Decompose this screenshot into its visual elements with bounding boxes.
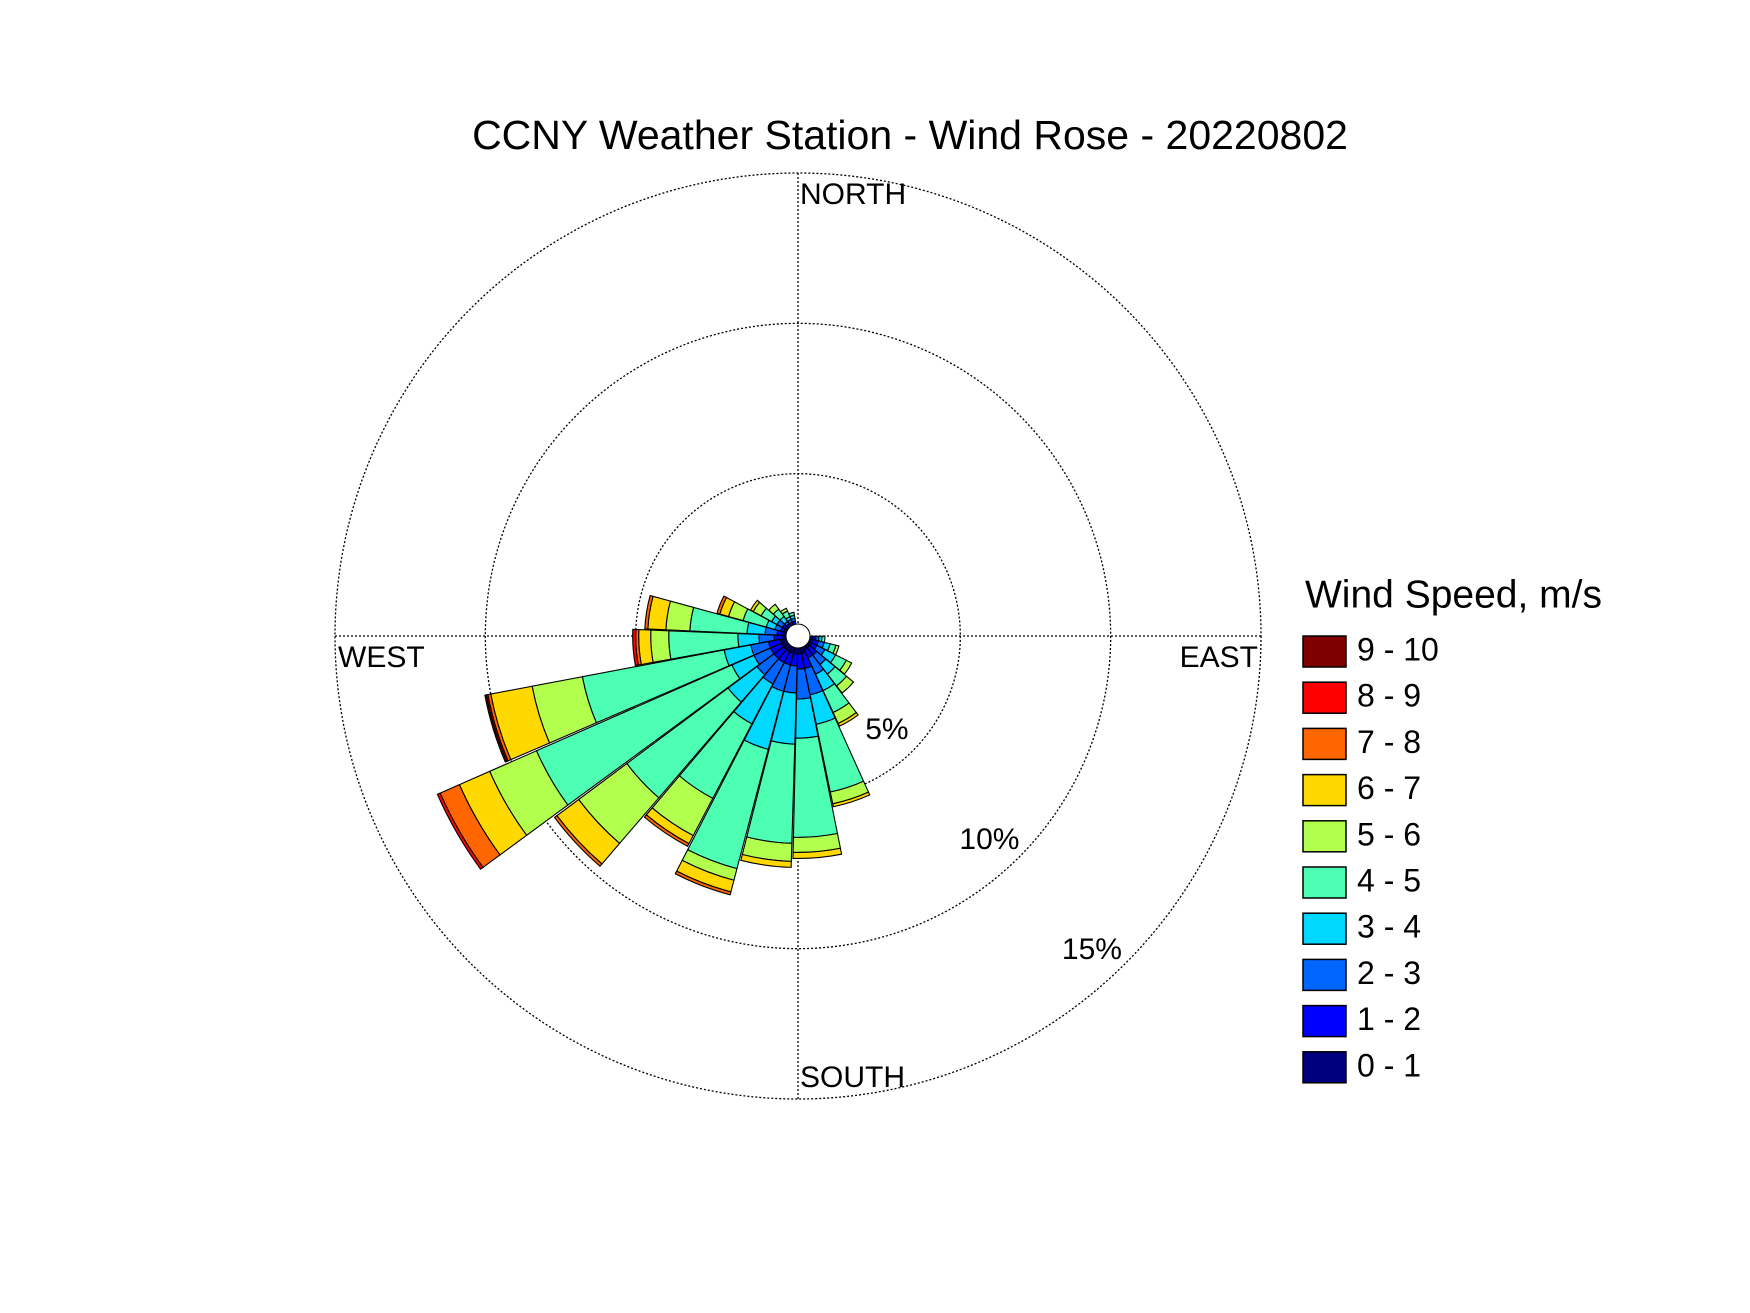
legend-label: 1 - 2 <box>1357 1001 1421 1037</box>
direction-label: NORTH <box>800 178 906 211</box>
legend-swatch <box>1302 773 1347 807</box>
legend-swatch <box>1302 866 1347 899</box>
legend-swatch <box>1302 912 1347 945</box>
legend-swatch <box>1302 635 1347 668</box>
direction-label: WEST <box>338 641 425 674</box>
wedge-segment <box>484 694 508 763</box>
r-tick-label: 10% <box>959 823 1019 856</box>
legend-swatch <box>1302 681 1347 714</box>
wedge-segment <box>797 647 803 655</box>
wedges <box>436 594 871 896</box>
chart-title: CCNY Weather Station - Wind Rose - 20220… <box>472 112 1348 158</box>
legend-label: 9 - 10 <box>1357 631 1439 667</box>
direction-label: SOUTH <box>800 1061 905 1094</box>
wedge-segment <box>644 594 654 630</box>
legend-label: 4 - 5 <box>1357 862 1421 898</box>
legend-label: 7 - 8 <box>1357 724 1421 760</box>
wedge-segment <box>837 711 859 727</box>
center-hole <box>785 623 811 649</box>
wedge-segment <box>788 611 796 618</box>
wedge-segment <box>674 870 732 896</box>
wedge-segment <box>553 814 603 867</box>
legend-swatch <box>1302 1004 1347 1038</box>
legend-swatch <box>1302 727 1347 761</box>
wedge-segment <box>792 847 843 859</box>
wedge-segment <box>643 814 690 848</box>
legend-label: 0 - 1 <box>1357 1047 1421 1083</box>
legend-swatch <box>1302 820 1347 853</box>
legend-label: 2 - 3 <box>1357 955 1421 991</box>
wedge-segment <box>740 853 792 868</box>
legend-label: 6 - 7 <box>1357 770 1421 806</box>
r-tick-label: 5% <box>865 713 908 746</box>
wedge-segment <box>768 603 780 615</box>
wedge-segment <box>832 791 871 808</box>
wedge-segment <box>632 628 639 667</box>
legend-swatch <box>1302 1051 1347 1084</box>
r-tick-label: 15% <box>1062 933 1122 966</box>
labels: 5% 10% 15% NORTH EAST SOUTH WEST <box>338 178 1258 1094</box>
legend-label: 5 - 6 <box>1357 816 1421 852</box>
grid-ring <box>484 322 1112 950</box>
legend-swatch <box>1302 958 1347 992</box>
legend: 0 - 1 1 - 2 2 - 3 3 - 4 4 - 5 5 - 6 6 - 7 7 - 8… <box>1302 631 1439 1084</box>
wedge-segment <box>779 607 789 615</box>
wedge-segment <box>436 792 484 870</box>
legend-title: Wind Speed, m/s <box>1305 573 1602 616</box>
direction-label: EAST <box>1180 641 1258 674</box>
wedge-segment <box>716 595 728 615</box>
legend-label: 8 - 9 <box>1357 678 1421 714</box>
wedge-segment <box>650 629 672 663</box>
wedge-segment <box>749 599 761 613</box>
legend-label: 3 - 4 <box>1357 909 1421 945</box>
wedge-segment <box>665 600 695 632</box>
